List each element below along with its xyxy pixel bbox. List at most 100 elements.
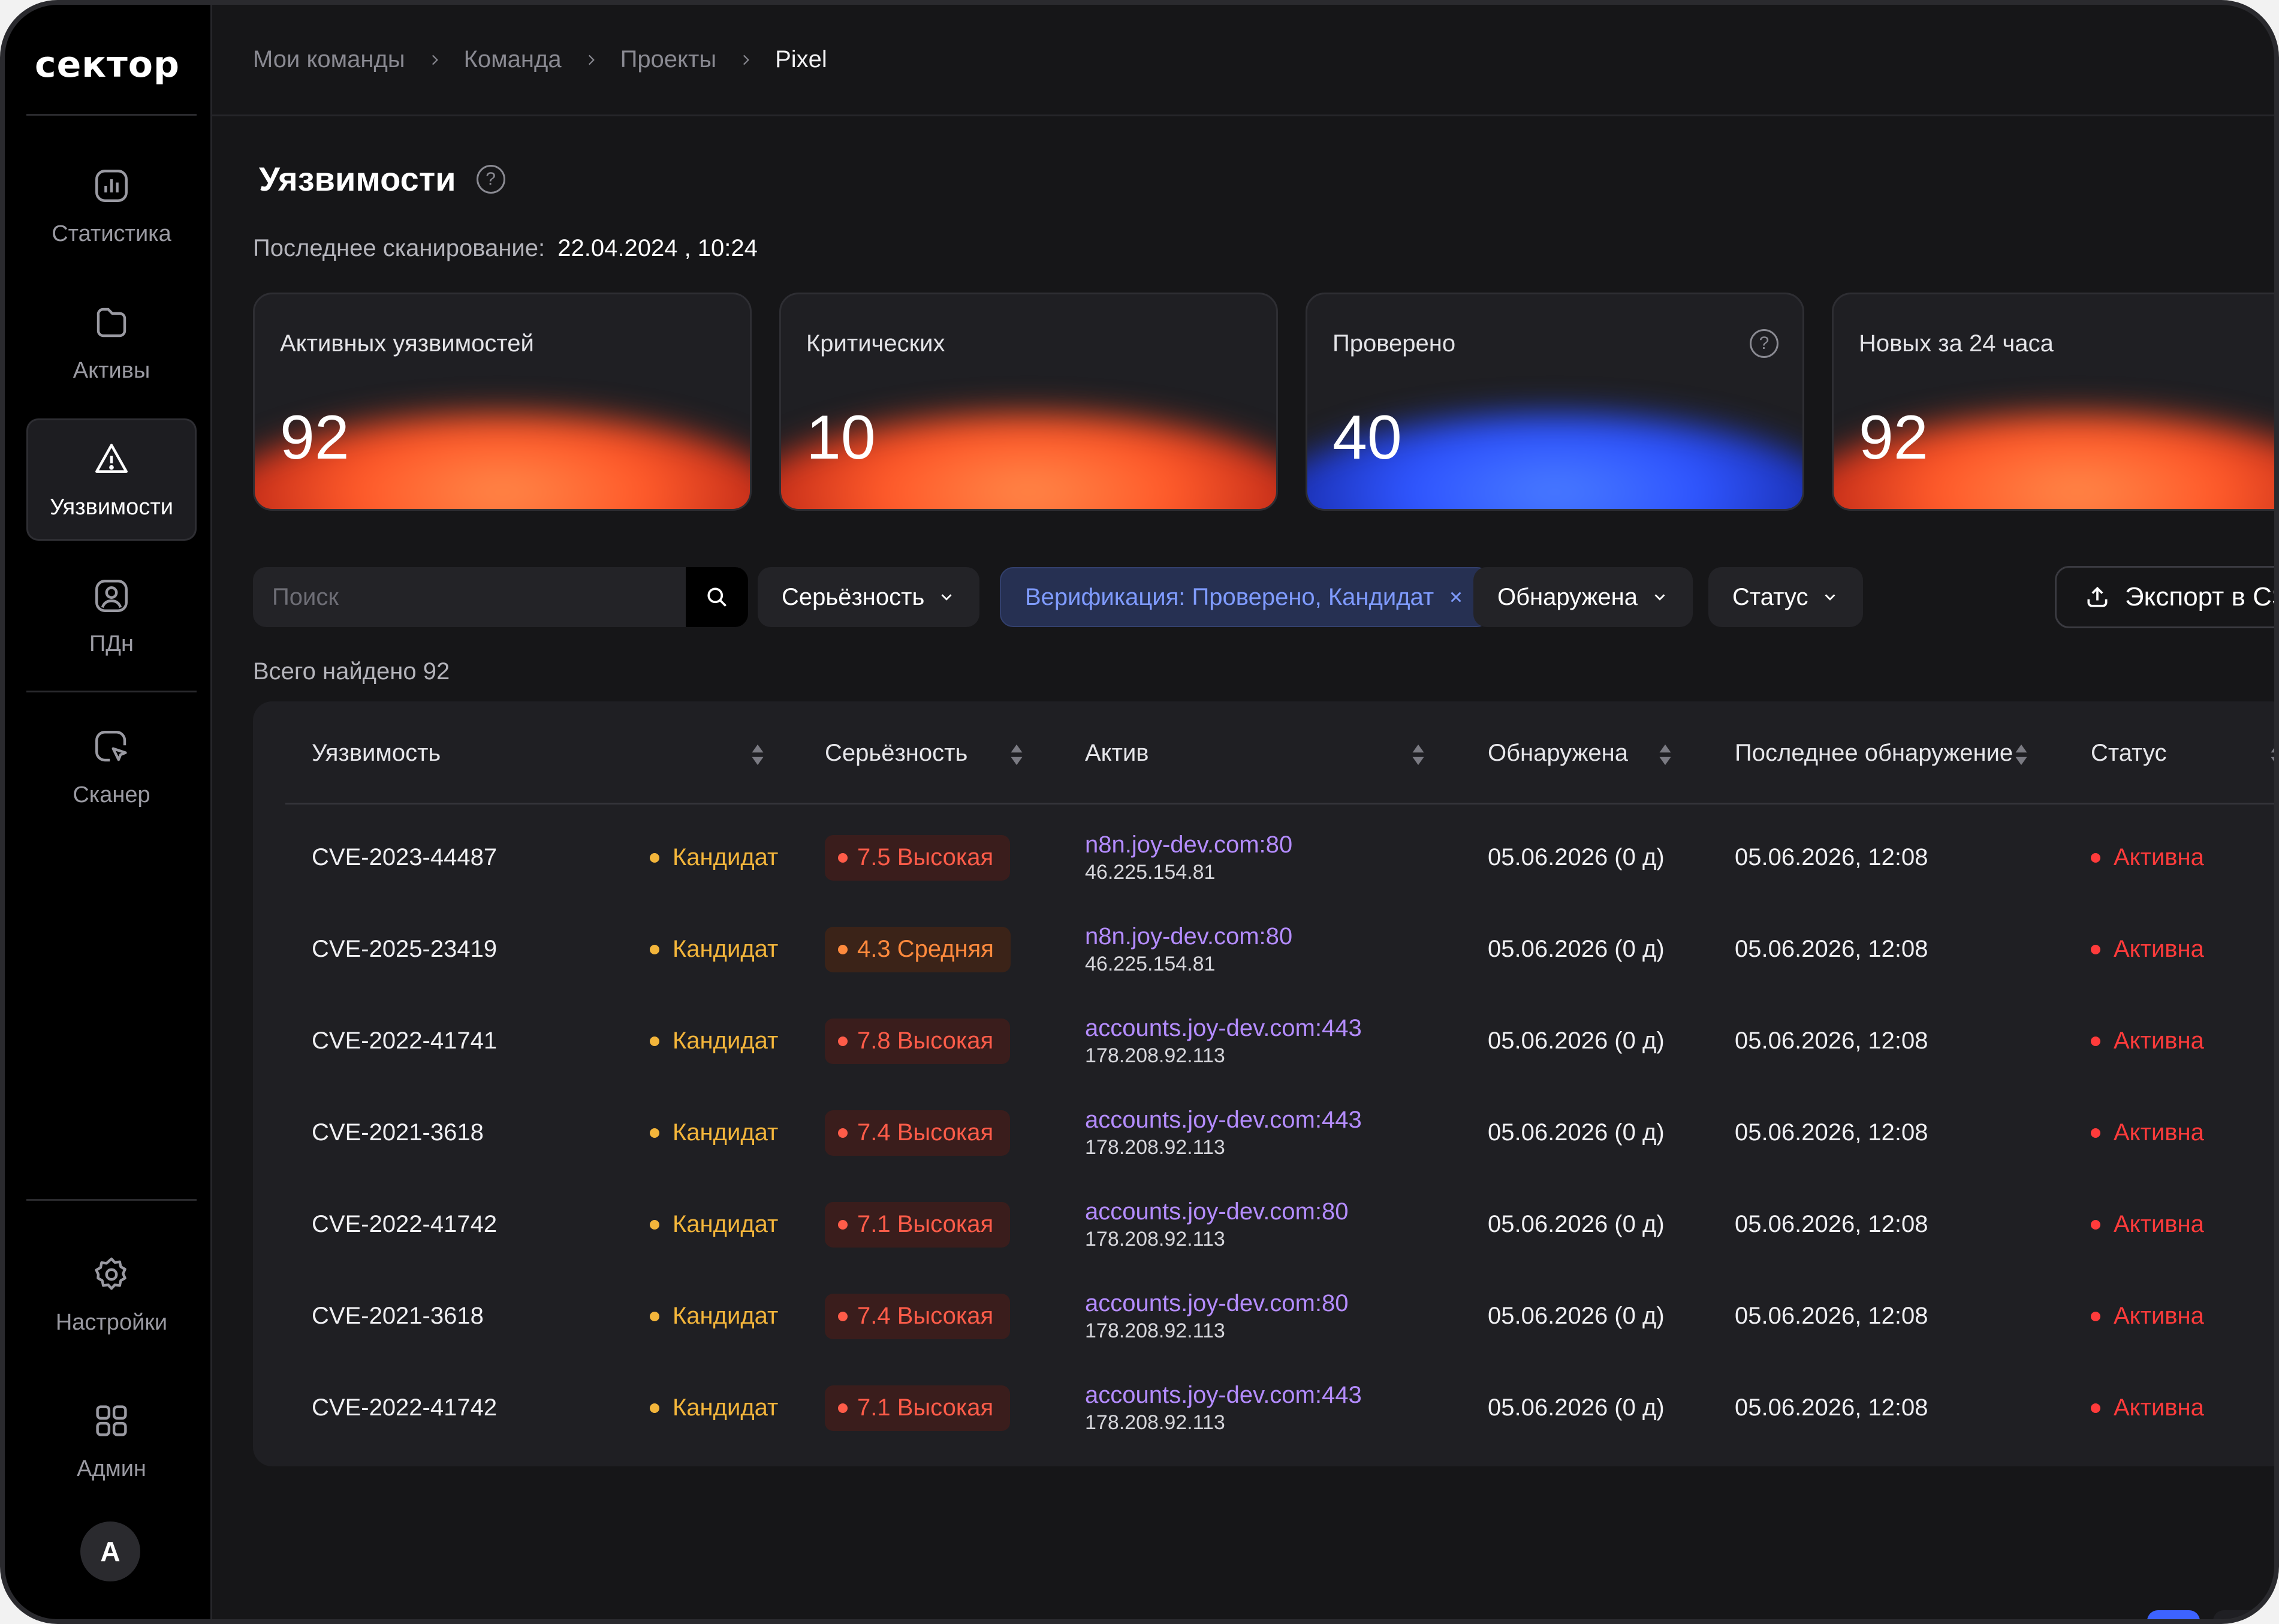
- asset-link[interactable]: accounts.joy-dev.com:80: [1085, 1198, 1349, 1225]
- search-input[interactable]: [253, 567, 685, 627]
- cve-id[interactable]: CVE-2022-41742: [312, 1362, 497, 1454]
- breadcrumb-item-team[interactable]: Команда: [463, 46, 562, 73]
- asset-cell: n8n.joy-dev.com:80 46.225.154.81: [1085, 903, 1292, 995]
- gear-icon: [95, 1257, 126, 1290]
- stat-card-verified: Проверено 40 ?: [1306, 293, 1804, 511]
- logo[interactable]: сектор: [26, 41, 188, 89]
- avatar[interactable]: A: [80, 1521, 140, 1581]
- filter-severity[interactable]: Серьёзность: [758, 567, 980, 627]
- severity-badge: 7.1 Высокая: [825, 1201, 1011, 1248]
- severity-text: 4.3 Средняя: [857, 936, 994, 962]
- column-header-last-detected[interactable]: Последнее обнаружение: [1735, 701, 2013, 805]
- severity-dot: [838, 1128, 848, 1138]
- table-row[interactable]: CVE-2022-41741 Кандидат 7.8 Высокая account…: [285, 995, 2274, 1087]
- sidebar-item-admin[interactable]: Админ: [26, 1380, 197, 1502]
- severity-badge: 7.1 Высокая: [825, 1385, 1011, 1431]
- column-header-asset[interactable]: Актив: [1085, 701, 1149, 805]
- help-icon[interactable]: ?: [476, 164, 505, 194]
- last-detected-date: 05.06.2026, 12:08: [1735, 1179, 1928, 1270]
- sidebar-item-pdn[interactable]: ПДн: [26, 555, 197, 677]
- detected-date: 05.06.2026 (0 д): [1488, 995, 1665, 1087]
- close-icon[interactable]: [1447, 588, 1465, 606]
- status-badge: Активна: [2091, 1179, 2204, 1270]
- table-row[interactable]: CVE-2021-3618 Кандидат 7.4 Высокая accounts…: [285, 1270, 2274, 1362]
- sidebar-item-label: Активы: [73, 357, 150, 383]
- last-scan: Последнее сканирование: 22.04.2024 , 10:…: [253, 235, 758, 262]
- severity-dot: [838, 1036, 848, 1046]
- sort-icon[interactable]: [1658, 743, 1672, 766]
- filter-status[interactable]: Статус: [1708, 567, 1864, 627]
- breadcrumb-item-teams[interactable]: Мои команды: [253, 46, 405, 73]
- asset-link[interactable]: accounts.joy-dev.com:443: [1085, 1014, 1362, 1041]
- cve-id-text: CVE-2021-3618: [312, 1303, 484, 1329]
- sidebar-item-settings[interactable]: Настройки: [26, 1234, 197, 1356]
- status-dot: [2091, 944, 2100, 954]
- sidebar-item-statistics[interactable]: Статистика: [26, 145, 197, 267]
- cve-id[interactable]: CVE-2025-23419: [312, 903, 497, 995]
- filter-label: Обнаружена: [1497, 583, 1638, 610]
- cve-id[interactable]: CVE-2021-3618: [312, 1087, 484, 1179]
- cve-id[interactable]: CVE-2022-41742: [312, 1179, 497, 1270]
- column-header-vulnerability[interactable]: Уязвимость: [312, 701, 441, 805]
- sort-icon[interactable]: [2269, 743, 2279, 766]
- status-dot: [2091, 1219, 2100, 1230]
- asset-ip: 178.208.92.113: [1085, 1044, 1225, 1067]
- asset-cell: n8n.joy-dev.com:80 46.225.154.81: [1085, 812, 1292, 903]
- severity-dot: [838, 1219, 848, 1230]
- breadcrumb-item-projects[interactable]: Проекты: [620, 46, 717, 73]
- page-button-1[interactable]: 1: [2147, 1610, 2200, 1619]
- folder-icon: [97, 308, 126, 337]
- sort-icon[interactable]: [1009, 743, 1024, 766]
- sort-icon[interactable]: [2014, 743, 2028, 766]
- table-row[interactable]: CVE-2022-41742 Кандидат 7.1 Высокая account…: [285, 1362, 2274, 1454]
- cve-id[interactable]: CVE-2021-3618: [312, 1270, 484, 1362]
- column-header-severity[interactable]: Серьёзность: [825, 701, 967, 805]
- table-row[interactable]: CVE-2023-44487 Кандидат 7.5 Высокая n8n.joy…: [285, 812, 2274, 903]
- severity-text: 7.4 Высокая: [857, 1303, 994, 1329]
- column-header-status[interactable]: Статус: [2091, 701, 2166, 805]
- page-button-2[interactable]: 2: [2213, 1610, 2266, 1619]
- filter-detected[interactable]: Обнаружена: [1473, 567, 1693, 627]
- asset-link[interactable]: accounts.joy-dev.com:443: [1085, 1106, 1362, 1133]
- stat-card-value: 10: [806, 403, 876, 472]
- severity-dot: [838, 944, 848, 954]
- last-scan-label: Последнее сканирование:: [253, 235, 545, 261]
- asset-link[interactable]: n8n.joy-dev.com:80: [1085, 831, 1293, 858]
- last-scan-value: 22.04.2024 , 10:24: [557, 235, 758, 261]
- detected-date-text: 05.06.2026 (0 д): [1488, 936, 1665, 962]
- upload-icon: [2087, 586, 2108, 607]
- sidebar-item-scanner[interactable]: Сканер: [26, 706, 197, 828]
- verification-text: Кандидат: [673, 844, 779, 870]
- status-badge: Активна: [2091, 812, 2204, 903]
- asset-link[interactable]: accounts.joy-dev.com:80: [1085, 1289, 1349, 1316]
- table-row[interactable]: CVE-2025-23419 Кандидат 4.3 Средняя n8n.joy…: [285, 903, 2274, 995]
- status-text: Активна: [2114, 936, 2204, 962]
- filter-verification[interactable]: Верификация: Проверено, Кандидат: [1000, 567, 1491, 627]
- table-row[interactable]: CVE-2021-3618 Кандидат 7.4 Высокая accounts…: [285, 1087, 2274, 1179]
- stat-card-value: 92: [1859, 403, 1928, 472]
- severity-badge: 7.8 Высокая: [825, 1018, 1011, 1064]
- column-header-detected[interactable]: Обнаружена: [1488, 701, 1628, 805]
- status-badge: Активна: [2091, 903, 2204, 995]
- asset-cell: accounts.joy-dev.com:443 178.208.92.113: [1085, 1362, 1362, 1454]
- table-row[interactable]: CVE-2022-41742 Кандидат 7.1 Высокая account…: [285, 1179, 2274, 1270]
- sidebar-item-vulnerabilities[interactable]: Уязвимости: [26, 418, 197, 541]
- verification-text: Кандидат: [673, 936, 779, 962]
- severity-cell: 7.5 Высокая: [825, 812, 1011, 903]
- asset-link[interactable]: n8n.joy-dev.com:80: [1085, 923, 1293, 950]
- cve-id[interactable]: CVE-2023-44487: [312, 812, 497, 903]
- asset-link[interactable]: accounts.joy-dev.com:443: [1085, 1381, 1362, 1408]
- sort-icon[interactable]: [750, 743, 765, 766]
- help-icon[interactable]: ?: [1750, 329, 1778, 358]
- search-button[interactable]: [686, 567, 748, 627]
- sort-icon[interactable]: [1411, 743, 1425, 766]
- sidebar-item-label: Сканер: [73, 782, 150, 808]
- stat-card-value: 92: [280, 403, 349, 472]
- sidebar-item-assets[interactable]: Активы: [26, 282, 197, 404]
- status-dot: [650, 1128, 659, 1138]
- cve-id[interactable]: CVE-2022-41741: [312, 995, 497, 1087]
- export-csv-button[interactable]: Экспорт в CSV: [2055, 566, 2274, 628]
- stat-card-active: Активных уязвимостей 92: [253, 293, 752, 511]
- asset-ip: 46.225.154.81: [1085, 952, 1216, 975]
